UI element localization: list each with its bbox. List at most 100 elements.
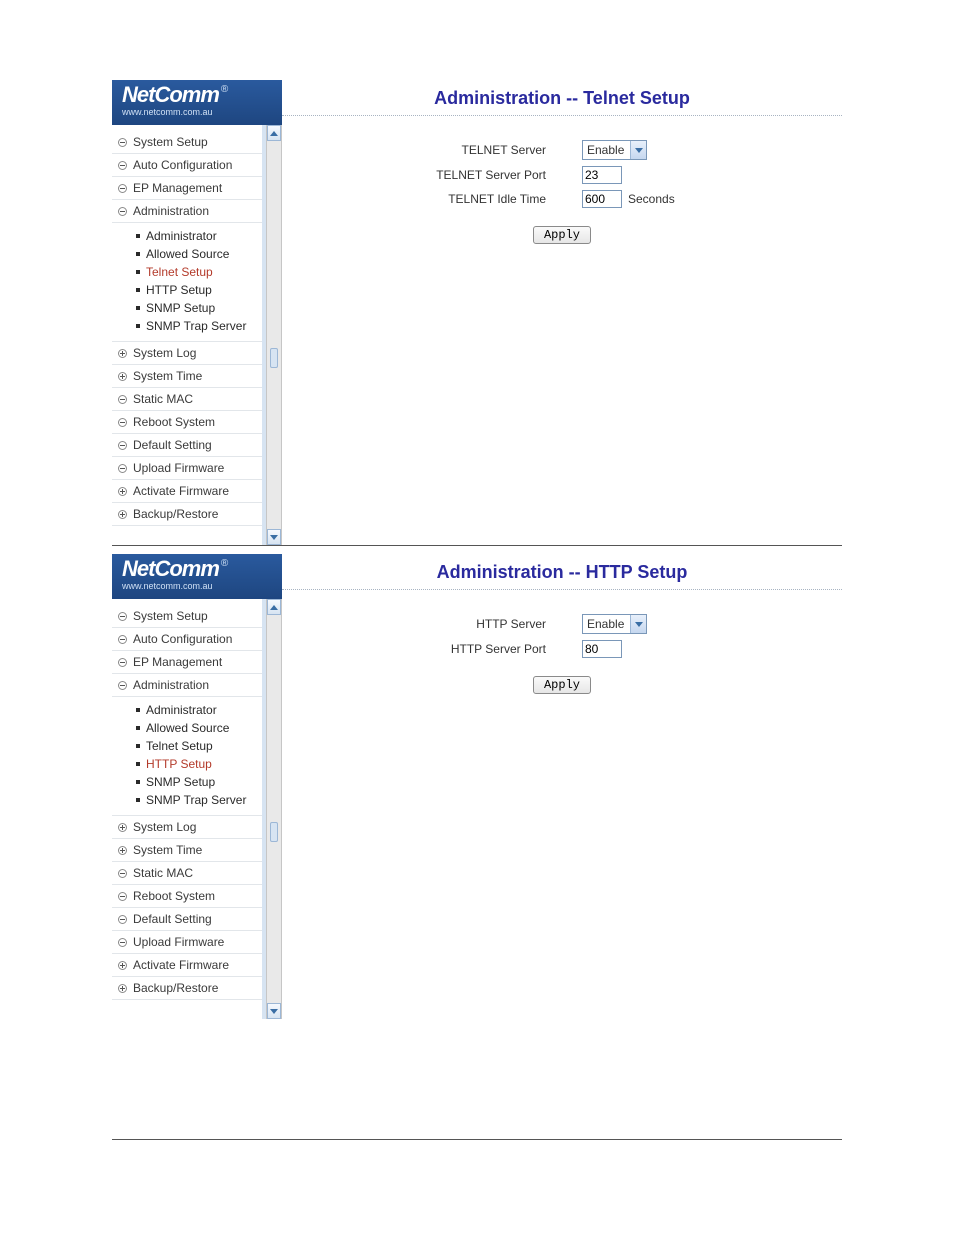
dropdown-select[interactable]: Enable [582,140,647,160]
minus-icon [118,635,127,644]
sidebar-item-label: System Time [133,843,202,857]
text-input[interactable] [582,166,622,184]
sidebar-item-label: Upload Firmware [133,935,224,949]
minus-icon [118,161,127,170]
content-area: Administration -- HTTP SetupHTTP ServerE… [282,554,842,1019]
minus-icon [118,892,127,901]
title-divider [282,115,842,116]
scroll-up-button[interactable] [267,125,281,141]
sidebar-subitem[interactable]: Allowed Source [136,719,258,737]
sidebar-subitem-label: Telnet Setup [146,265,213,279]
sidebar-subitem-label: SNMP Setup [146,301,215,315]
square-bullet-icon [136,324,140,328]
sidebar-item[interactable]: Administration [112,200,262,223]
scroll-down-button[interactable] [267,529,281,545]
sidebar-subitem[interactable]: Administrator [136,701,258,719]
scroll-thumb[interactable] [270,822,278,842]
sidebar-item[interactable]: Default Setting [112,908,262,931]
title-divider [282,589,842,590]
sidebar-item[interactable]: Backup/Restore [112,977,262,1000]
sidebar-item[interactable]: Administration [112,674,262,697]
sidebar-subitem-label: HTTP Setup [146,757,212,771]
plus-icon [118,984,127,993]
sidebar-item[interactable]: Reboot System [112,411,262,434]
page-title: Administration -- Telnet Setup [282,80,842,115]
sidebar-item[interactable]: EP Management [112,651,262,674]
sidebar-item[interactable]: System Setup [112,605,262,628]
text-input[interactable] [582,640,622,658]
sidebar-item[interactable]: Upload Firmware [112,457,262,480]
apply-button[interactable]: Apply [533,226,591,244]
brand-url: www.netcomm.com.au [122,107,276,117]
sidebar-item[interactable]: System Time [112,365,262,388]
sidebar-item-label: Reboot System [133,889,215,903]
sidebar-subitem[interactable]: SNMP Trap Server [136,317,258,335]
sidebar-item-label: Static MAC [133,392,193,406]
apply-row: Apply [282,676,842,694]
sidebar-subitem[interactable]: SNMP Setup [136,773,258,791]
sidebar-subitem-label: SNMP Setup [146,775,215,789]
plus-icon [118,510,127,519]
sidebar-item[interactable]: Auto Configuration [112,628,262,651]
sidebar-item[interactable]: Static MAC [112,862,262,885]
sidebar-item[interactable]: Upload Firmware [112,931,262,954]
sidebar-subitem[interactable]: Telnet Setup [136,737,258,755]
sidebar-item[interactable]: Reboot System [112,885,262,908]
form-row: TELNET Server Port [282,166,842,184]
minus-icon [118,612,127,621]
sidebar-subitem-label: Administrator [146,229,217,243]
brand-name: NetComm [122,558,219,580]
page-root: NetComm®www.netcomm.com.auSystem SetupAu… [0,0,954,1200]
registered-mark: ® [221,84,228,95]
sidebar-scrollbar[interactable] [266,125,282,545]
sidebar-item[interactable]: Static MAC [112,388,262,411]
sidebar-item[interactable]: System Log [112,342,262,365]
dropdown-toggle[interactable] [630,141,646,159]
sidebar-item[interactable]: EP Management [112,177,262,200]
form-field: Enable [582,614,647,634]
sidebar-subitem-label: SNMP Trap Server [146,793,246,807]
plus-icon [118,349,127,358]
scroll-down-button[interactable] [267,1003,281,1019]
apply-row: Apply [282,226,842,244]
sidebar-nav: System Setup Auto Configuration EP Managem… [112,599,266,1019]
sidebar-subitem[interactable]: Telnet Setup [136,263,258,281]
sidebar-item-label: Default Setting [133,912,212,926]
dropdown-select[interactable]: Enable [582,614,647,634]
scroll-thumb[interactable] [270,348,278,368]
sidebar-item[interactable]: Backup/Restore [112,503,262,526]
sidebar-item[interactable]: System Time [112,839,262,862]
sidebar-subitem[interactable]: SNMP Trap Server [136,791,258,809]
sidebar-item[interactable]: System Log [112,816,262,839]
sidebar-subitem[interactable]: Allowed Source [136,245,258,263]
sidebar-subitem[interactable]: SNMP Setup [136,299,258,317]
sidebar-item[interactable]: Activate Firmware [112,480,262,503]
plus-icon [118,846,127,855]
apply-button[interactable]: Apply [533,676,591,694]
sidebar-subitem[interactable]: Administrator [136,227,258,245]
sidebar-item-label: Auto Configuration [133,632,232,646]
form-label: TELNET Server [282,143,582,157]
sidebar-subitem[interactable]: HTTP Setup [136,281,258,299]
square-bullet-icon [136,708,140,712]
scroll-up-button[interactable] [267,599,281,615]
sidebar-item[interactable]: Activate Firmware [112,954,262,977]
page-title: Administration -- HTTP Setup [282,554,842,589]
sidebar-subitem-label: HTTP Setup [146,283,212,297]
sidebar: NetComm® www.netcomm.com.au System SetupAu… [112,80,282,545]
footer-divider [112,1139,842,1140]
minus-icon [118,184,127,193]
dropdown-toggle[interactable] [630,615,646,633]
chevron-up-icon [270,131,278,136]
sidebar-item[interactable]: Default Setting [112,434,262,457]
sidebar-subitem[interactable]: HTTP Setup [136,755,258,773]
sidebar-scrollbar[interactable] [266,599,282,1019]
sidebar-item[interactable]: System Setup [112,131,262,154]
sidebar-item[interactable]: Auto Configuration [112,154,262,177]
brand-name: NetComm [122,84,219,106]
minus-icon [118,938,127,947]
text-input[interactable] [582,190,622,208]
sidebar-item-label: Reboot System [133,415,215,429]
sidebar-subitem-label: Allowed Source [146,721,229,735]
sidebar-item-label: System Time [133,369,202,383]
